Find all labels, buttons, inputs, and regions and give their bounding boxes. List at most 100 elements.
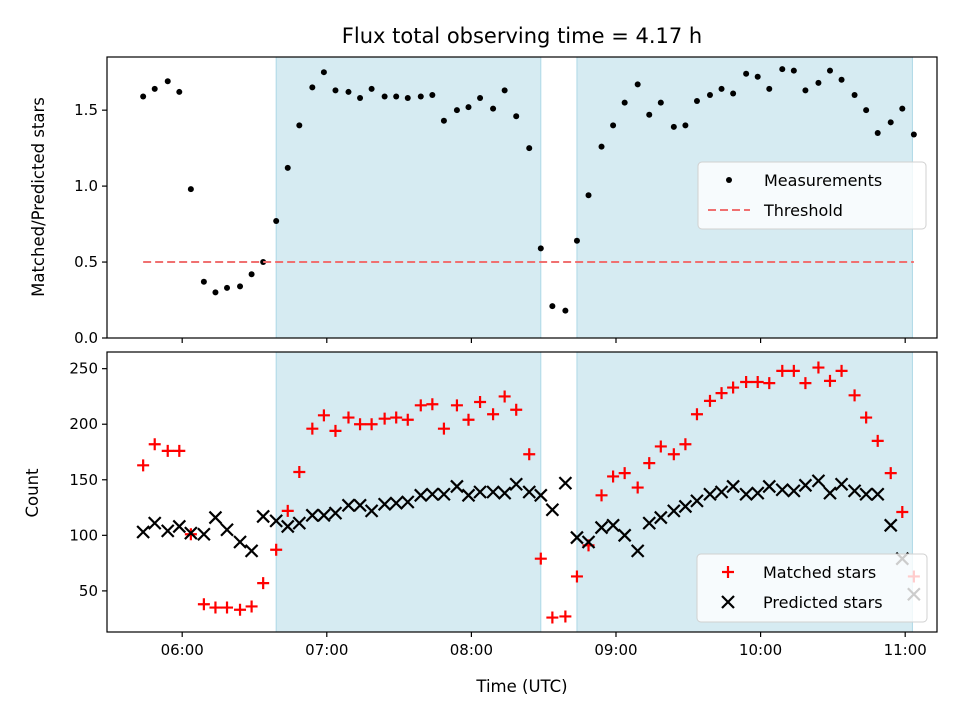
data-point: [184, 526, 198, 540]
data-point: [487, 408, 500, 421]
data-point: [815, 79, 822, 86]
data-point: [667, 448, 680, 461]
data-point: [292, 516, 307, 530]
data-point: [151, 85, 158, 92]
data-point: [147, 516, 162, 530]
data-point: [610, 122, 617, 129]
data-point: [730, 90, 737, 97]
y-tick-label: 100: [69, 526, 98, 544]
data-point: [390, 411, 403, 424]
data-point: [404, 95, 411, 102]
data-point: [498, 390, 511, 403]
data-point: [802, 87, 809, 94]
data-point: [377, 497, 392, 511]
legend-label: Measurements: [764, 171, 882, 190]
data-point: [378, 412, 391, 425]
data-point: [726, 479, 740, 494]
data-point: [329, 424, 342, 437]
axes-frame: [106, 351, 938, 633]
data-point: [847, 484, 862, 498]
data-point: [342, 411, 355, 424]
data-point: [497, 486, 512, 500]
data-point: [270, 543, 283, 556]
data-point: [703, 394, 716, 407]
data-point: [140, 93, 147, 100]
legend: Measurements Threshold: [697, 161, 927, 230]
data-point: [870, 487, 885, 501]
legend-swatch: [721, 595, 735, 609]
data-point: [667, 504, 681, 518]
data-point: [750, 486, 765, 500]
y-tick-label: 0.0: [74, 329, 98, 347]
data-point: [570, 570, 583, 583]
y-tick-label: 150: [69, 471, 98, 489]
data-point: [851, 91, 858, 98]
data-point: [787, 484, 801, 498]
legend-box: [696, 553, 928, 623]
data-point: [160, 524, 175, 538]
data-point: [573, 237, 580, 244]
data-point: [607, 470, 620, 483]
data-point: [812, 361, 825, 374]
data-point: [811, 474, 826, 488]
data-point: [534, 552, 547, 565]
data-point: [357, 95, 364, 102]
series-matched-stars: [137, 361, 920, 624]
data-point: [678, 499, 693, 514]
data-point: [743, 70, 750, 77]
data-point: [838, 76, 845, 83]
data-point: [368, 85, 375, 92]
data-point: [570, 530, 584, 545]
y-tick-label: 50: [79, 582, 98, 600]
data-point: [657, 99, 664, 106]
legend: Matched stars Predicted stars: [696, 553, 928, 623]
chart-title: Flux total observing time = 4.17 h: [342, 24, 702, 48]
data-point: [187, 186, 194, 193]
data-point: [545, 503, 560, 517]
data-point: [257, 577, 270, 590]
data-point: [714, 485, 729, 499]
data-point: [245, 600, 258, 613]
data-point: [296, 122, 303, 129]
data-point: [718, 85, 725, 92]
data-point: [474, 396, 487, 408]
data-point: [317, 409, 330, 422]
data-point: [284, 164, 291, 171]
data-point: [874, 129, 881, 136]
bottom-y-axis-label: Count: [23, 468, 42, 518]
data-point: [790, 67, 797, 74]
data-point: [453, 107, 460, 114]
data-point: [437, 487, 451, 501]
data-point: [212, 289, 219, 296]
data-point: [461, 488, 476, 503]
data-point: [654, 510, 668, 525]
data-point: [884, 467, 897, 480]
x-axis-label: Time (UTC): [475, 677, 567, 696]
data-point: [559, 610, 572, 623]
data-point: [137, 459, 150, 472]
data-point: [643, 457, 656, 470]
data-point: [775, 483, 790, 497]
data-point: [136, 525, 150, 539]
data-point: [269, 514, 283, 528]
data-point: [450, 399, 463, 412]
data-point: [414, 399, 427, 412]
data-point: [706, 91, 713, 98]
data-point: [899, 105, 906, 112]
data-point: [558, 476, 573, 490]
data-point: [693, 98, 700, 105]
data-point: [197, 527, 211, 541]
data-point: [248, 271, 255, 278]
data-point: [244, 544, 259, 558]
data-point: [526, 145, 533, 152]
data-point: [779, 66, 786, 73]
data-point: [176, 88, 183, 95]
x-tick-label: 11:00: [884, 641, 927, 659]
y-tick-label: 0.5: [74, 253, 98, 271]
data-point: [293, 466, 306, 478]
data-point: [776, 364, 789, 377]
data-point: [501, 87, 508, 94]
data-point: [414, 488, 428, 503]
data-point: [523, 448, 536, 461]
data-point: [513, 113, 520, 120]
